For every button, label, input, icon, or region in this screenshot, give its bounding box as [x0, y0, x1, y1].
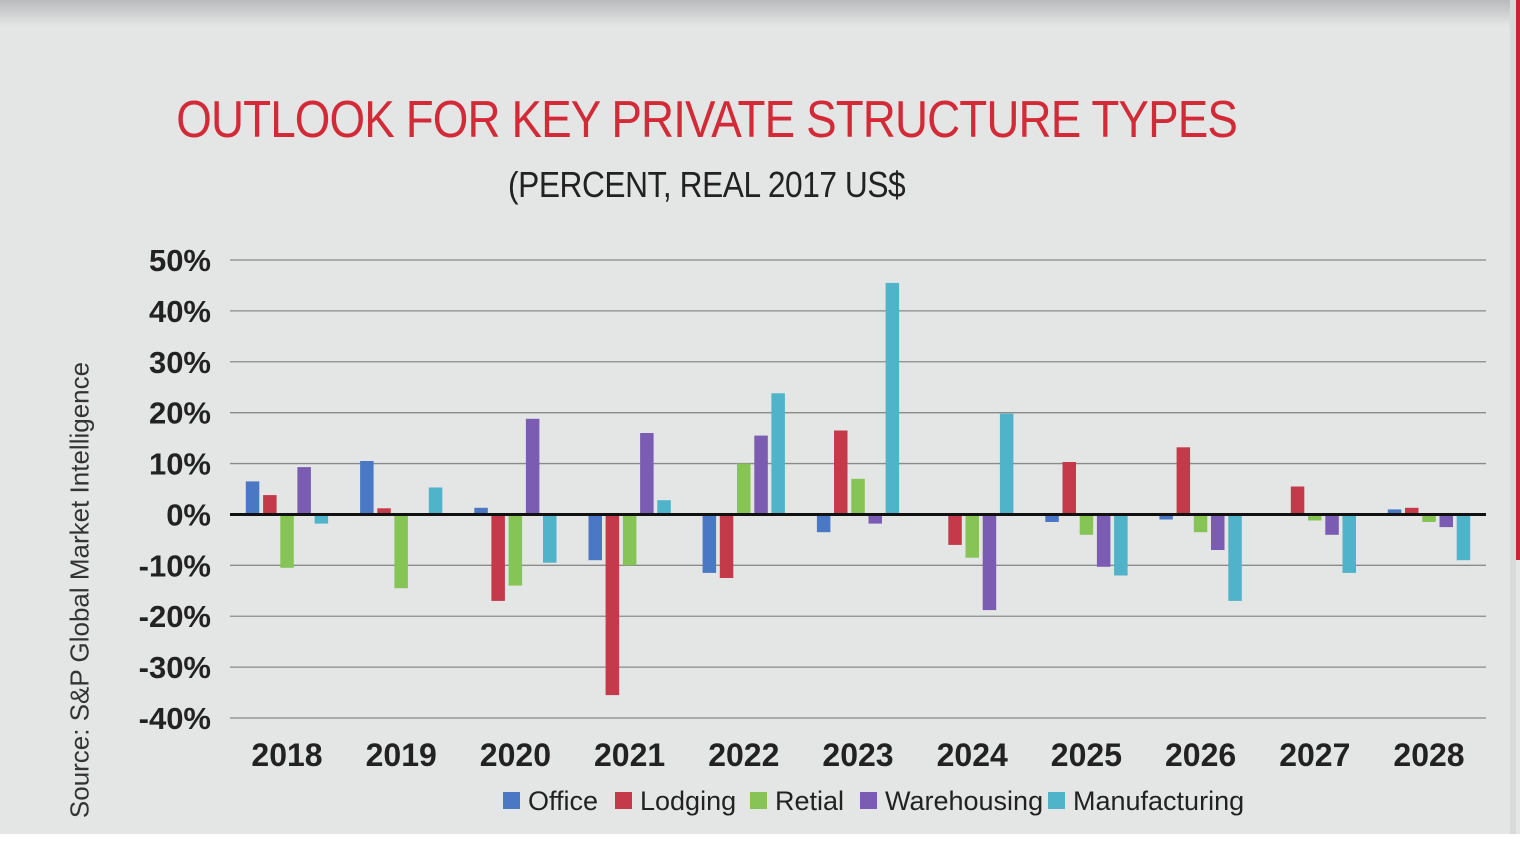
bar-retial-2026 [1193, 514, 1208, 533]
y-tick-label: -10% [139, 548, 211, 583]
bar-manufacturing-2022 [771, 393, 785, 515]
x-tick-label: 2022 [708, 737, 779, 773]
top-shading [0, 0, 1520, 26]
chart-subtitle: (PERCENT, REAL 2017 US$ [508, 164, 906, 205]
bar-retial-2019 [394, 514, 408, 589]
bar-retial-2025 [1079, 514, 1094, 535]
x-tick-label: 2024 [937, 737, 1008, 773]
legend-label-retial: Retial [775, 786, 844, 816]
bar-warehousing-2023 [868, 514, 882, 524]
y-tick-label: -20% [139, 599, 211, 634]
bar-lodging-2028 [1405, 507, 1419, 515]
x-tick-label: 2020 [480, 737, 551, 773]
bar-retial-2024 [965, 514, 979, 558]
bar-office-2019 [360, 461, 374, 515]
y-tick-label: -40% [139, 701, 211, 736]
bar-manufacturing-2028 [1456, 514, 1471, 561]
x-tick-label: 2025 [1051, 737, 1122, 773]
bar-warehousing-2028 [1439, 514, 1453, 528]
bar-lodging-2026 [1176, 447, 1191, 515]
bar-lodging-2023 [834, 430, 848, 515]
bar-retial-2023 [851, 478, 865, 515]
bar-retial-2018 [280, 514, 294, 568]
y-tick-label: 0% [166, 497, 211, 532]
bar-retial-2022 [737, 463, 751, 515]
x-tick-label: 2019 [366, 737, 437, 773]
bar-retial-2021 [622, 514, 637, 566]
legend-swatch-retial [750, 792, 767, 809]
bottom-strip [0, 834, 1520, 851]
bar-lodging-2019 [377, 508, 391, 515]
x-tick-label: 2026 [1165, 737, 1236, 773]
chart-title: OUTLOOK FOR KEY PRIVATE STRUCTURE TYPES [176, 91, 1238, 149]
x-tick-label: 2027 [1279, 737, 1350, 773]
bar-manufacturing-2020 [543, 514, 557, 563]
bar-office-2022 [702, 514, 717, 573]
legend-label-office: Office [528, 786, 598, 816]
x-tick-label: 2021 [594, 737, 665, 773]
bar-warehousing-2026 [1211, 514, 1225, 550]
bar-lodging-2020 [491, 514, 505, 601]
bar-office-2021 [588, 514, 602, 561]
bar-retial-2020 [508, 514, 523, 586]
bar-lodging-2024 [948, 514, 962, 545]
bar-manufacturing-2021 [657, 500, 671, 515]
bar-manufacturing-2023 [885, 282, 900, 515]
bar-lodging-2027 [1290, 486, 1305, 515]
bar-lodging-2025 [1062, 462, 1076, 515]
bar-lodging-2021 [605, 514, 620, 696]
bar-office-2020 [474, 507, 488, 515]
x-tick-label: 2018 [251, 737, 322, 773]
bar-office-2023 [816, 514, 831, 533]
y-tick-label: 10% [149, 447, 211, 482]
x-tick-label: 2028 [1393, 737, 1464, 773]
right-accent-rule [1516, 0, 1520, 560]
legend-label-manufacturing: Manufacturing [1073, 786, 1244, 816]
bar-manufacturing-2025 [1114, 514, 1128, 576]
right-page-edge [1510, 0, 1516, 851]
y-tick-label: 50% [149, 243, 211, 278]
bar-manufacturing-2018 [314, 514, 329, 524]
bar-manufacturing-2024 [999, 413, 1014, 515]
bar-office-2025 [1045, 514, 1059, 522]
x-tick-label: 2023 [822, 737, 893, 773]
bar-manufacturing-2027 [1342, 514, 1356, 573]
bar-manufacturing-2026 [1228, 514, 1242, 601]
bar-lodging-2018 [263, 495, 277, 515]
bar-warehousing-2022 [754, 435, 768, 515]
bar-warehousing-2027 [1325, 514, 1339, 535]
bar-retial-2028 [1422, 514, 1436, 522]
legend-label-lodging: Lodging [640, 786, 736, 816]
y-tick-label: 40% [149, 294, 211, 329]
legend-label-warehousing: Warehousing [885, 786, 1043, 816]
legend-swatch-lodging [615, 792, 632, 809]
bar-office-2028 [1387, 509, 1402, 515]
y-tick-label: 30% [149, 345, 211, 380]
bar-office-2026 [1159, 514, 1173, 520]
legend-swatch-warehousing [860, 792, 877, 809]
bar-warehousing-2021 [640, 433, 654, 515]
bar-warehousing-2018 [297, 467, 311, 515]
bar-warehousing-2020 [525, 418, 540, 515]
legend-swatch-manufacturing [1048, 792, 1065, 809]
legend-swatch-office [503, 792, 520, 809]
bar-warehousing-2024 [982, 514, 997, 611]
bar-warehousing-2025 [1096, 514, 1111, 567]
bar-retial-2027 [1308, 514, 1322, 521]
y-tick-label: 20% [149, 396, 211, 431]
y-tick-label: -30% [139, 650, 211, 685]
bar-manufacturing-2019 [428, 487, 443, 515]
bar-office-2018 [245, 481, 260, 515]
bar-lodging-2022 [719, 514, 734, 578]
